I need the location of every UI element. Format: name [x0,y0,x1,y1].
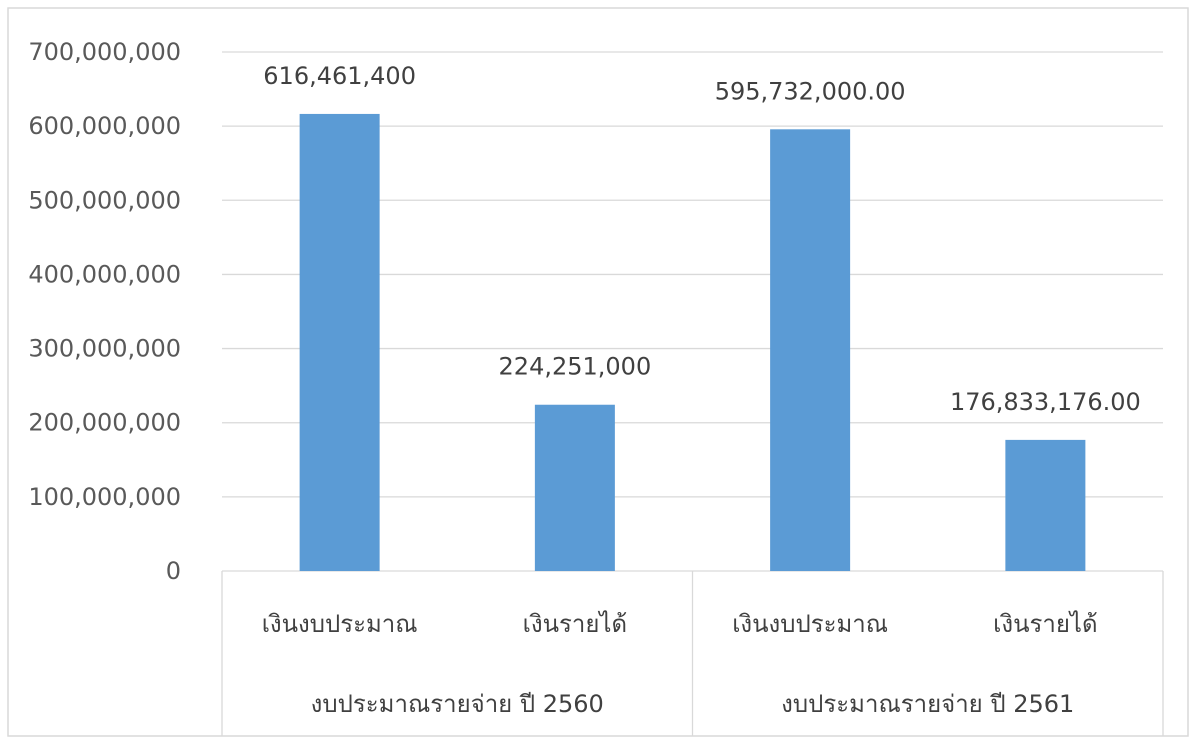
y-tick-label: 700,000,000 [28,38,181,66]
chart-border [7,7,1189,737]
group-label: งบประมาณรายจ่าย ปี 2560 [311,690,604,718]
bar [770,129,851,571]
y-tick-label: 0 [166,557,181,585]
category-label: เงินงบประมาณ [732,610,888,638]
y-tick-label: 200,000,000 [28,409,181,437]
category-labels: เงินงบประมาณ เงินรายได้ เงินงบประมาณ เงินรา… [262,610,1098,638]
data-label: 616,461,400 [263,62,416,90]
y-tick-label: 400,000,000 [28,260,181,288]
y-axis-tick-labels: 0 100,000,000 200,000,000 300,000,000 400,00… [28,38,181,585]
y-tick-label: 100,000,000 [28,483,181,511]
bars [299,113,1086,572]
group-label: งบประมาณรายจ่าย ปี 2561 [781,690,1074,718]
bar [534,404,615,571]
data-label: 176,833,176.00 [950,388,1141,416]
data-label: 224,251,000 [499,353,652,381]
bar [299,113,380,572]
y-tick-label: 500,000,000 [28,186,181,214]
category-label: เงินงบประมาณ [262,610,418,638]
group-labels: งบประมาณรายจ่าย ปี 2560 งบประมาณรายจ่าย ป… [311,690,1075,718]
y-tick-label: 300,000,000 [28,335,181,363]
category-label: เงินรายได้ [993,610,1097,638]
bar [1005,439,1086,571]
data-labels: 616,461,400 224,251,000 595,732,000.00 176,… [263,62,1141,416]
data-label: 595,732,000.00 [715,77,906,105]
y-tick-label: 600,000,000 [28,112,181,140]
category-label: เงินรายได้ [523,610,627,638]
